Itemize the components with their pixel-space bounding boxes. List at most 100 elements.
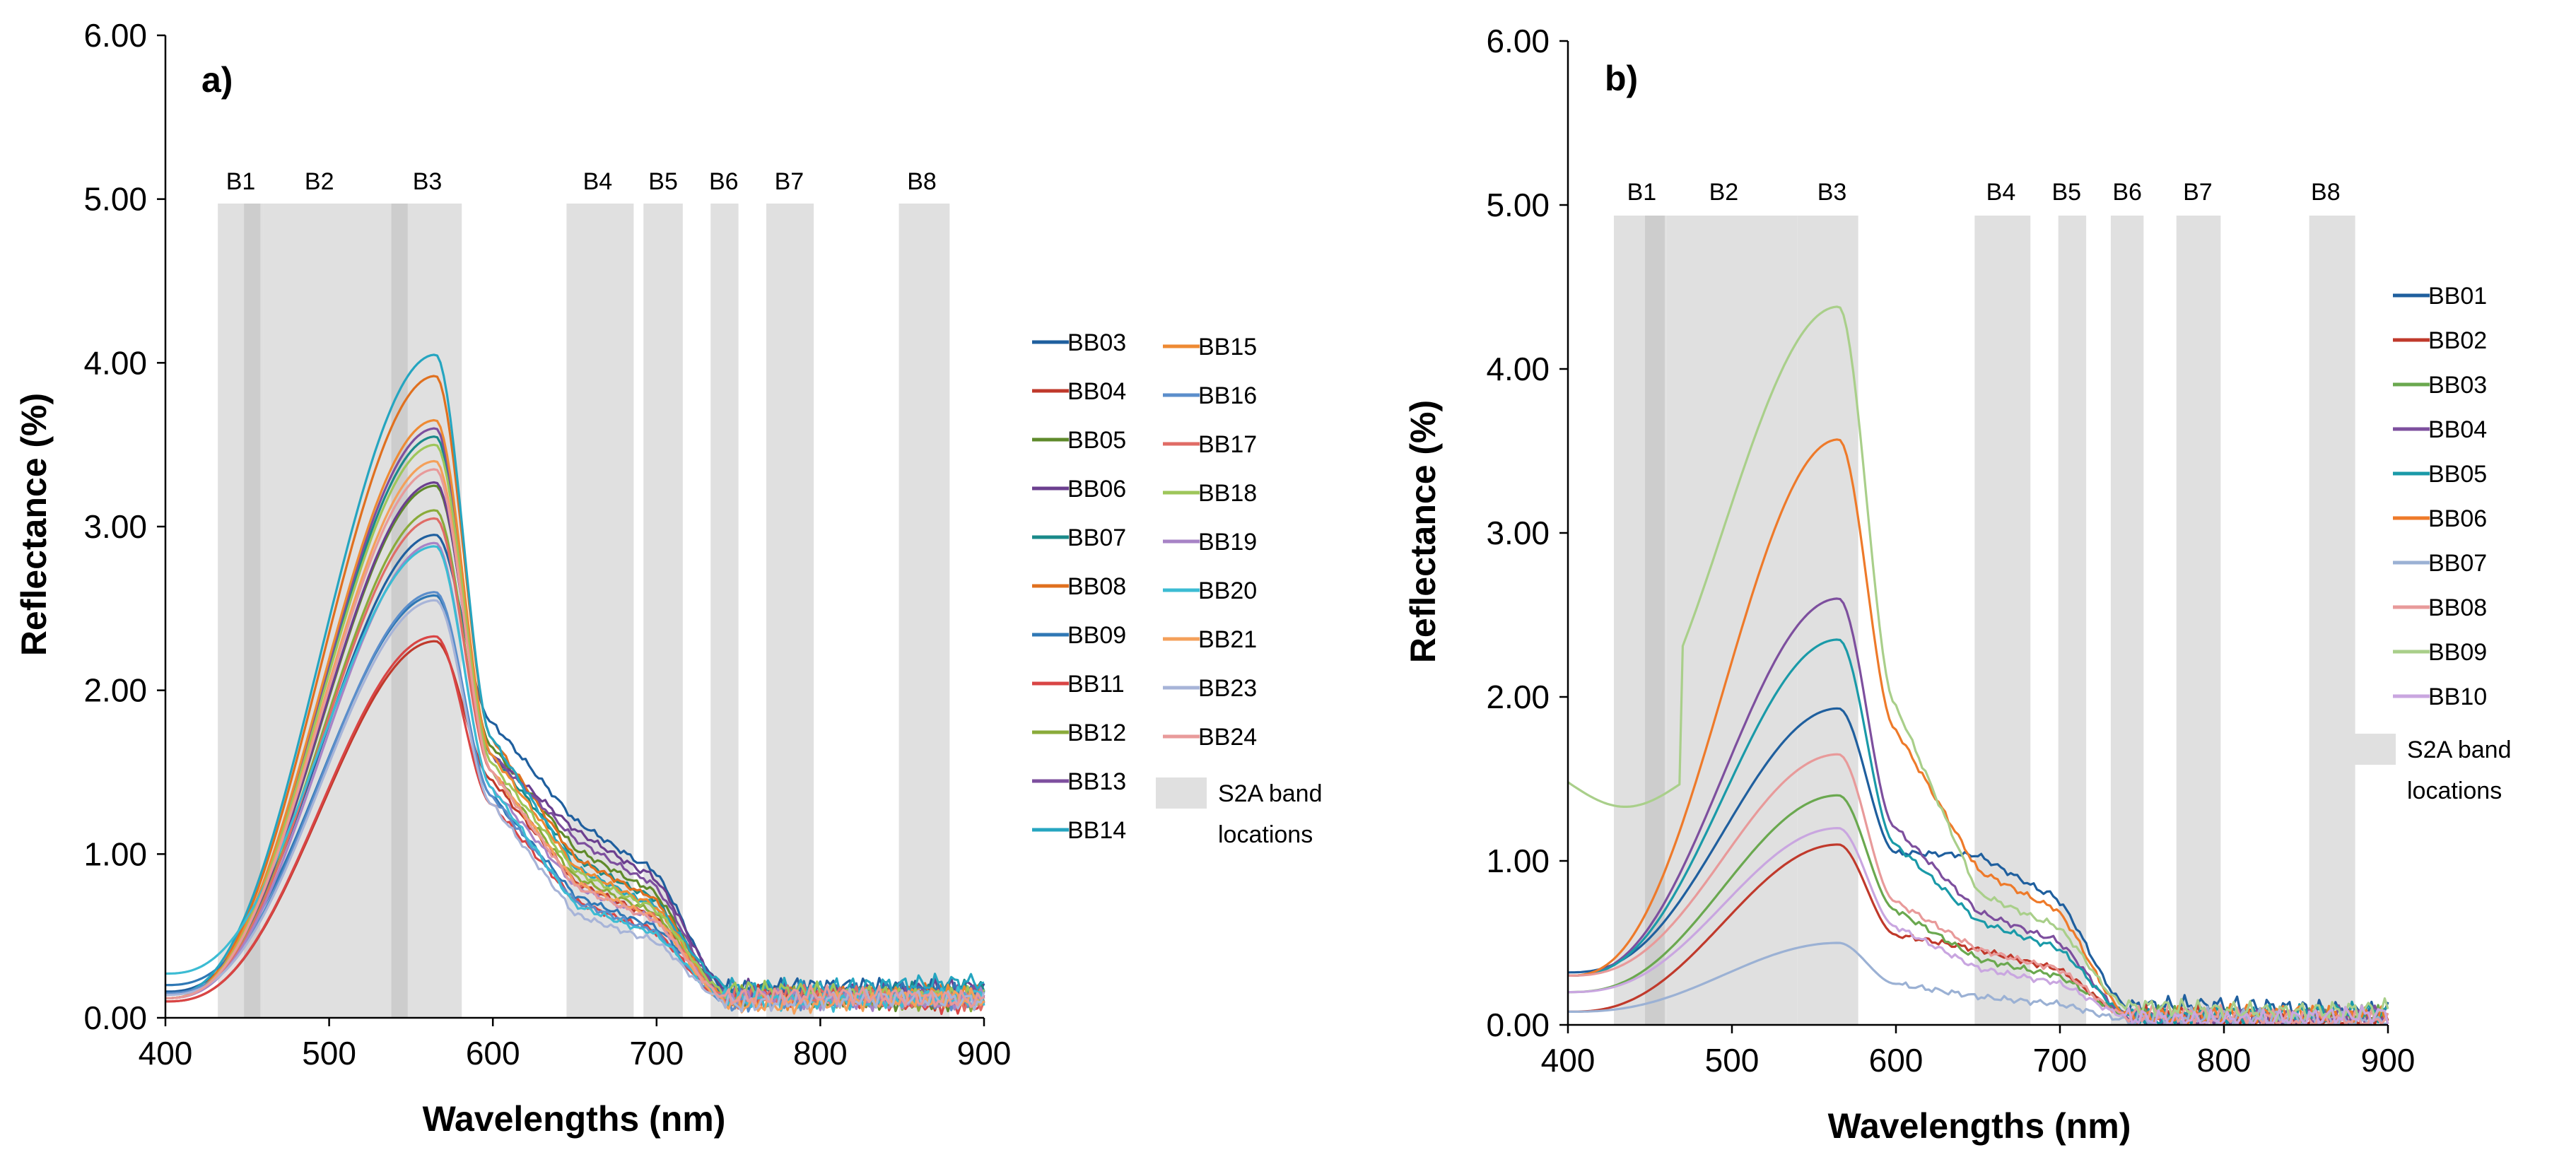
legend-label: BB08 [2428, 594, 2487, 621]
legend-item: BB08 [1032, 573, 1126, 600]
band-b6 [710, 204, 739, 1018]
band-labels: B1 B2 B3 B4 B5 B6 B7 B8 [1627, 179, 2341, 206]
chart-panel-b: B1 B2 B3 B4 B5 B6 B7 B8 0.00 1.00 2.00 3.00 4.00 5.0… [1403, 23, 2511, 1146]
series-line-bb08 [1568, 753, 2389, 1026]
band-b5 [2058, 216, 2087, 1025]
legend-item: BB09 [2393, 639, 2487, 666]
legend-item: BB07 [1032, 524, 1126, 551]
x-tick-label: 900 [957, 1035, 1012, 1072]
band-overlap-strip [244, 204, 261, 1018]
band-rectangles [1613, 216, 2355, 1025]
legend-label: BB05 [2428, 461, 2487, 488]
legend-swatch-band [2345, 734, 2396, 765]
band-label-b8: B8 [2311, 179, 2341, 206]
legend-label: BB07 [1067, 524, 1126, 551]
band-b8 [2309, 216, 2355, 1025]
legend: BB01 BB02 BB03 BB04 BB05 BB06 BB07 BB08 BB09 BB10… [2345, 283, 2511, 804]
chart-panel-a: B1 B2 B3 B4 B5 B6 B7 B8 0.00 1.00 2.00 3.00 4.00 5.0… [14, 17, 1322, 1139]
x-axis-title: Wavelengths (nm) [1828, 1106, 2131, 1146]
tick-labels: 0.00 1.00 2.00 3.00 4.00 5.00 6.00 400 500 600 700… [83, 17, 1011, 1072]
legend-item: BB06 [1032, 476, 1126, 503]
band-overlap-strip [1645, 216, 1665, 1025]
legend-item: BB04 [1032, 378, 1126, 405]
y-tick-label: 6.00 [83, 17, 147, 54]
legend-label: BB10 [2428, 683, 2487, 710]
y-tick-label: 2.00 [1486, 679, 1550, 715]
series-line-bb18 [165, 443, 985, 1007]
x-tick-label: 700 [629, 1035, 684, 1072]
x-tick-label: 400 [1541, 1042, 1596, 1079]
series-line-bb05 [1568, 638, 2389, 1026]
legend-item: BB12 [1032, 720, 1126, 746]
series-lines [165, 353, 985, 1016]
band-b2 [1666, 216, 1798, 1025]
panel-label: b) [1605, 59, 1638, 98]
y-tick-label: 5.00 [1486, 187, 1550, 223]
y-tick-label: 2.00 [83, 672, 147, 709]
legend-item: BB18 [1163, 480, 1257, 507]
series-lines [1567, 305, 2389, 1026]
legend-item: BB10 [2393, 683, 2487, 710]
band-b7 [766, 204, 814, 1018]
legend-item: BB23 [1163, 675, 1257, 702]
legend-label: BB16 [1198, 382, 1257, 409]
legend-label: BB06 [1067, 476, 1126, 503]
band-label-b2: B2 [1709, 179, 1739, 206]
x-tick-label: 600 [466, 1035, 520, 1072]
legend-item: BB02 [2393, 327, 2487, 354]
y-tick-label: 4.00 [83, 344, 147, 381]
y-tick-label: 5.00 [83, 181, 147, 218]
legend-item: BB20 [1163, 577, 1257, 604]
legend-band-label-line1: S2A band [1218, 780, 1322, 807]
band-b8 [898, 204, 950, 1018]
band-b3 [1797, 216, 1858, 1025]
legend-item: BB16 [1163, 382, 1257, 409]
legend-item: BB08 [2393, 594, 2487, 621]
legend-band-label-line1: S2A band [2407, 736, 2511, 763]
legend-label: BB08 [1067, 573, 1126, 600]
legend-item: BB24 [1163, 724, 1257, 751]
legend-band-label-line2: locations [2407, 777, 2502, 804]
y-tick-label: 1.00 [1486, 843, 1550, 879]
legend-item: BB21 [1163, 626, 1257, 653]
x-tick-label: 800 [2197, 1042, 2252, 1079]
x-tick-label: 800 [793, 1035, 848, 1072]
legend-label: BB24 [1198, 724, 1257, 751]
legend-item: BB07 [2393, 550, 2487, 577]
legend: BB03 BB04 BB05 BB06 BB07 BB08 BB09 BB11 BB12 BB13… [1032, 329, 1322, 848]
band-label-b7: B7 [775, 168, 804, 195]
legend-label: BB03 [2428, 372, 2487, 399]
legend-label: BB11 [1067, 671, 1125, 698]
legend-label: BB06 [2428, 505, 2487, 532]
band-b7 [2176, 216, 2221, 1025]
y-tick-label: 0.00 [1486, 1007, 1550, 1043]
legend-item-band-locations: S2A band locations [1156, 777, 1322, 848]
band-label-b3: B3 [1817, 179, 1847, 206]
legend-label: BB20 [1198, 577, 1257, 604]
legend-label: BB19 [1198, 529, 1257, 556]
legend-item: BB19 [1163, 529, 1257, 556]
series-line-bb23 [165, 599, 985, 1013]
band-label-b7: B7 [2183, 179, 2213, 206]
legend-item: BB01 [2393, 283, 2487, 310]
series-line-bb09 [1567, 305, 2389, 1023]
legend-swatch-band [1156, 777, 1207, 809]
y-tick-label: 4.00 [1486, 351, 1550, 387]
series-line-bb24 [165, 468, 985, 1009]
band-label-b5: B5 [648, 168, 678, 195]
legend-item: BB05 [1032, 427, 1126, 454]
legend-item: BB11 [1032, 671, 1125, 698]
band-b4 [1974, 216, 2031, 1025]
band-label-b3: B3 [413, 168, 443, 195]
band-label-b4: B4 [1986, 179, 2016, 206]
y-tick-label: 3.00 [1486, 515, 1550, 551]
legend-label: BB09 [2428, 639, 2487, 666]
legend-label: BB18 [1198, 480, 1257, 507]
y-axis-title: Reflectance (%) [1403, 400, 1443, 663]
band-label-b6: B6 [2112, 179, 2142, 206]
legend-label: BB07 [2428, 550, 2487, 577]
legend-item-band-locations: S2A band locations [2345, 734, 2511, 804]
legend-item: BB15 [1163, 334, 1257, 360]
y-tick-label: 0.00 [83, 999, 147, 1036]
